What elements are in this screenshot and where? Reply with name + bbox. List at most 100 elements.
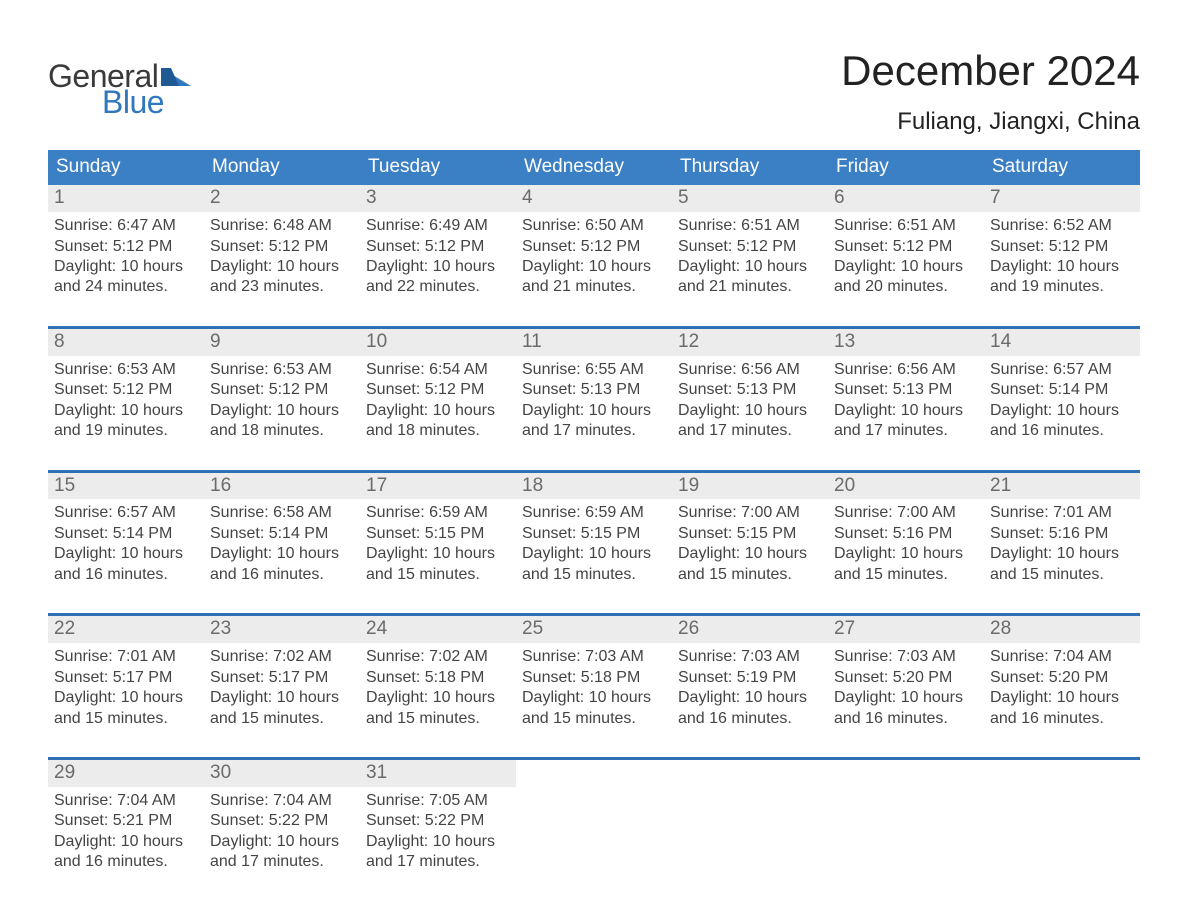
sunrise-line: Sunrise: 7:04 AM [990,647,1134,667]
sunset-line: Sunset: 5:16 PM [834,524,978,544]
day-number: 1 [48,185,204,212]
daylight-line: Daylight: 10 hours and 18 minutes. [366,401,510,442]
day-number: 6 [828,185,984,212]
calendar-day-cell: 8Sunrise: 6:53 AMSunset: 5:12 PMDaylight… [48,329,204,446]
day-details: Sunrise: 6:51 AMSunset: 5:12 PMDaylight:… [672,212,828,302]
calendar-day-cell: 24Sunrise: 7:02 AMSunset: 5:18 PMDayligh… [360,616,516,733]
sunset-line: Sunset: 5:13 PM [678,380,822,400]
sunrise-line: Sunrise: 7:02 AM [366,647,510,667]
day-number: 5 [672,185,828,212]
day-number: 10 [360,329,516,356]
sunrise-line: Sunrise: 7:00 AM [678,503,822,523]
sunset-line: Sunset: 5:20 PM [834,668,978,688]
sunset-line: Sunset: 5:12 PM [54,237,198,257]
calendar-day-cell: 1Sunrise: 6:47 AMSunset: 5:12 PMDaylight… [48,185,204,302]
day-details: Sunrise: 7:00 AMSunset: 5:15 PMDaylight:… [672,499,828,589]
daylight-line: Daylight: 10 hours and 21 minutes. [522,257,666,298]
day-number: 31 [360,760,516,787]
day-number: 4 [516,185,672,212]
sunrise-line: Sunrise: 6:48 AM [210,216,354,236]
day-details: Sunrise: 7:02 AMSunset: 5:17 PMDaylight:… [204,643,360,733]
day-number: 22 [48,616,204,643]
sunrise-line: Sunrise: 7:00 AM [834,503,978,523]
calendar-day-cell [672,760,828,877]
sunrise-line: Sunrise: 6:57 AM [990,360,1134,380]
sunset-line: Sunset: 5:14 PM [54,524,198,544]
sunrise-line: Sunrise: 7:05 AM [366,791,510,811]
day-details: Sunrise: 6:53 AMSunset: 5:12 PMDaylight:… [204,356,360,446]
day-details: Sunrise: 7:04 AMSunset: 5:20 PMDaylight:… [984,643,1140,733]
calendar-day-cell: 20Sunrise: 7:00 AMSunset: 5:16 PMDayligh… [828,473,984,590]
daylight-line: Daylight: 10 hours and 16 minutes. [990,688,1134,729]
weekday-label: Saturday [984,150,1140,185]
daylight-line: Daylight: 10 hours and 19 minutes. [54,401,198,442]
day-details: Sunrise: 7:05 AMSunset: 5:22 PMDaylight:… [360,787,516,877]
day-details: Sunrise: 7:03 AMSunset: 5:18 PMDaylight:… [516,643,672,733]
calendar-day-cell: 5Sunrise: 6:51 AMSunset: 5:12 PMDaylight… [672,185,828,302]
day-number: 16 [204,473,360,500]
sunset-line: Sunset: 5:19 PM [678,668,822,688]
sunset-line: Sunset: 5:12 PM [366,237,510,257]
daylight-line: Daylight: 10 hours and 15 minutes. [678,544,822,585]
calendar-day-cell: 11Sunrise: 6:55 AMSunset: 5:13 PMDayligh… [516,329,672,446]
day-number: 17 [360,473,516,500]
day-details: Sunrise: 7:00 AMSunset: 5:16 PMDaylight:… [828,499,984,589]
day-number: 9 [204,329,360,356]
day-number: 13 [828,329,984,356]
day-number: 8 [48,329,204,356]
sunset-line: Sunset: 5:17 PM [54,668,198,688]
calendar-day-cell: 15Sunrise: 6:57 AMSunset: 5:14 PMDayligh… [48,473,204,590]
sunrise-line: Sunrise: 7:01 AM [990,503,1134,523]
day-number: 21 [984,473,1140,500]
calendar: Sunday Monday Tuesday Wednesday Thursday… [48,150,1140,877]
day-number: 26 [672,616,828,643]
day-details: Sunrise: 6:50 AMSunset: 5:12 PMDaylight:… [516,212,672,302]
daylight-line: Daylight: 10 hours and 15 minutes. [366,544,510,585]
day-number: 7 [984,185,1140,212]
day-details: Sunrise: 6:58 AMSunset: 5:14 PMDaylight:… [204,499,360,589]
weekday-label: Wednesday [516,150,672,185]
daylight-line: Daylight: 10 hours and 15 minutes. [522,688,666,729]
daylight-line: Daylight: 10 hours and 15 minutes. [522,544,666,585]
sunset-line: Sunset: 5:15 PM [678,524,822,544]
weekday-label: Monday [204,150,360,185]
day-details: Sunrise: 6:56 AMSunset: 5:13 PMDaylight:… [828,356,984,446]
day-number: 3 [360,185,516,212]
day-details: Sunrise: 7:03 AMSunset: 5:19 PMDaylight:… [672,643,828,733]
sunrise-line: Sunrise: 6:58 AM [210,503,354,523]
daylight-line: Daylight: 10 hours and 21 minutes. [678,257,822,298]
weekday-label: Sunday [48,150,204,185]
calendar-day-cell: 27Sunrise: 7:03 AMSunset: 5:20 PMDayligh… [828,616,984,733]
calendar-day-cell [516,760,672,877]
day-details: Sunrise: 6:56 AMSunset: 5:13 PMDaylight:… [672,356,828,446]
day-number: 29 [48,760,204,787]
location-subtitle: Fuliang, Jiangxi, China [841,108,1140,136]
daylight-line: Daylight: 10 hours and 15 minutes. [210,688,354,729]
calendar-week-row: 15Sunrise: 6:57 AMSunset: 5:14 PMDayligh… [48,470,1140,590]
daylight-line: Daylight: 10 hours and 23 minutes. [210,257,354,298]
calendar-week-row: 1Sunrise: 6:47 AMSunset: 5:12 PMDaylight… [48,185,1140,302]
calendar-day-cell: 4Sunrise: 6:50 AMSunset: 5:12 PMDaylight… [516,185,672,302]
brand-logo: General Blue [48,48,191,118]
calendar-day-cell: 26Sunrise: 7:03 AMSunset: 5:19 PMDayligh… [672,616,828,733]
day-number: 25 [516,616,672,643]
weekday-label: Tuesday [360,150,516,185]
day-number: 11 [516,329,672,356]
day-details: Sunrise: 6:59 AMSunset: 5:15 PMDaylight:… [360,499,516,589]
day-details: Sunrise: 7:01 AMSunset: 5:16 PMDaylight:… [984,499,1140,589]
calendar-day-cell: 23Sunrise: 7:02 AMSunset: 5:17 PMDayligh… [204,616,360,733]
sunrise-line: Sunrise: 7:02 AM [210,647,354,667]
calendar-week-row: 29Sunrise: 7:04 AMSunset: 5:21 PMDayligh… [48,757,1140,877]
weekday-label: Friday [828,150,984,185]
calendar-day-cell [984,760,1140,877]
sunrise-line: Sunrise: 6:50 AM [522,216,666,236]
sunrise-line: Sunrise: 7:04 AM [210,791,354,811]
sunset-line: Sunset: 5:12 PM [990,237,1134,257]
sunset-line: Sunset: 5:22 PM [210,811,354,831]
brand-word-2: Blue [102,86,191,118]
sunrise-line: Sunrise: 6:49 AM [366,216,510,236]
weeks-container: 1Sunrise: 6:47 AMSunset: 5:12 PMDaylight… [48,185,1140,877]
sunrise-line: Sunrise: 6:51 AM [678,216,822,236]
daylight-line: Daylight: 10 hours and 17 minutes. [834,401,978,442]
daylight-line: Daylight: 10 hours and 19 minutes. [990,257,1134,298]
